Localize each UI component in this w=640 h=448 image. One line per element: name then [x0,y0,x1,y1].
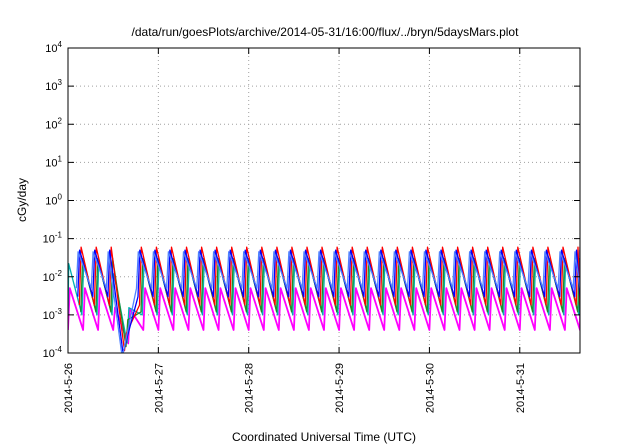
series-line-0 [68,287,580,345]
y-tick-label: 101 [45,154,62,169]
series-line-5 [75,251,580,353]
y-tick-label: 103 [45,78,62,93]
y-tick-label: 10-4 [43,345,63,360]
y-tick-label: 10-1 [43,231,63,246]
y-tick-label: 100 [45,193,62,208]
x-tick-label: 2014-5-26 [63,363,75,413]
series-line-1 [68,263,580,344]
y-tick-exponent: 2 [58,116,63,125]
x-tick-label: 2014-5-27 [153,363,165,413]
chart-title: /data/run/goesPlots/archive/2014-05-31/1… [132,25,520,39]
x-axis-ticks: 2014-5-26 2014-5-27 2014-5-28 2014-5-29 2014… [63,48,527,413]
y-tick-label: 10-2 [43,269,63,284]
y-tick-exponent: -4 [55,345,63,354]
y-tick-base: 10 [43,234,55,246]
y-tick-base: 10 [45,119,57,131]
x-tick-label: 2014-5-29 [334,363,346,413]
x-tick-label: 2014-5-31 [515,363,527,413]
y-tick-base: 10 [43,348,55,360]
y-tick-exponent: -2 [55,269,63,278]
y-tick-exponent: 4 [58,40,63,49]
y-tick-label: 104 [45,40,62,55]
series-layer [68,246,580,353]
y-tick-exponent: 1 [58,154,63,163]
y-tick-base: 10 [45,157,57,169]
x-axis-label: Coordinated Universal Time (UTC) [232,430,416,444]
y-tick-label: 10-3 [43,307,63,322]
x-tick-label: 2014-5-28 [244,363,256,413]
y-tick-base: 10 [45,43,57,55]
y-tick-exponent: 0 [58,193,63,202]
y-tick-exponent: -1 [55,231,63,240]
y-tick-exponent: -3 [55,307,63,316]
y-tick-base: 10 [45,81,57,93]
x-tick-label: 2014-5-30 [424,363,436,413]
y-tick-base: 10 [43,272,55,284]
y-tick-label: 102 [45,116,62,131]
y-tick-exponent: 3 [58,78,63,87]
y-axis-label: cGy/day [15,178,29,222]
y-tick-base: 10 [45,196,57,208]
y-tick-base: 10 [43,310,55,322]
